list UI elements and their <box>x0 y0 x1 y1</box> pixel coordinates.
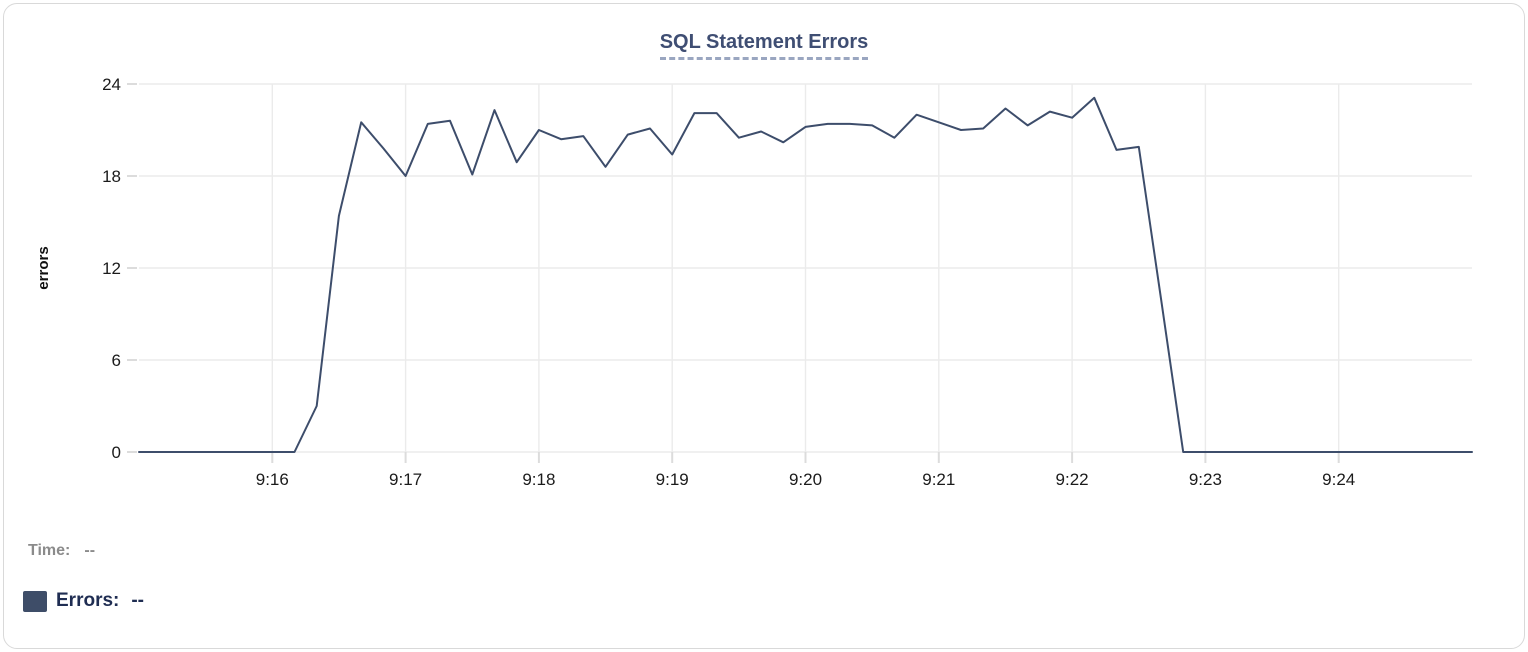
errors-value: -- <box>131 590 145 611</box>
x-tick-label: 9:19 <box>656 470 689 489</box>
x-tick-label: 9:22 <box>1056 470 1089 489</box>
errors-series-swatch <box>23 590 47 612</box>
line-chart[interactable]: 0 6 12 18 24 9:16 9:17 9:18 9:19 9:20 9:21 9:22 9:23… <box>4 4 1526 514</box>
hover-readout-errors: Errors: -- <box>23 590 144 612</box>
chart-card: SQL Statement Errors 0 6 12 18 24 9:16 9:17 9:1… <box>3 3 1525 649</box>
x-tick-label: 9:16 <box>256 470 289 489</box>
hover-readout-time: Time: -- <box>28 542 95 560</box>
x-tick-label: 9:24 <box>1322 470 1355 489</box>
x-tick-label: 9:23 <box>1189 470 1222 489</box>
x-tick-label: 9:21 <box>922 470 955 489</box>
y-tick-label: 24 <box>102 75 121 94</box>
y-tick-label: 0 <box>112 443 121 462</box>
chart-header: SQL Statement Errors <box>4 31 1524 60</box>
chart-title[interactable]: SQL Statement Errors <box>659 31 869 60</box>
time-value: -- <box>84 542 96 559</box>
x-tick-label: 9:18 <box>522 470 555 489</box>
errors-series-line[interactable] <box>138 96 1473 453</box>
time-label: Time: <box>28 542 71 559</box>
y-tick-label: 12 <box>102 259 121 278</box>
errors-label: Errors: <box>56 590 120 611</box>
y-tick-label: 6 <box>112 351 121 370</box>
x-tick-label: 9:17 <box>389 470 422 489</box>
y-axis-title: errors <box>35 246 52 289</box>
y-tick-label: 18 <box>102 167 121 186</box>
x-tick-label: 9:20 <box>789 470 822 489</box>
